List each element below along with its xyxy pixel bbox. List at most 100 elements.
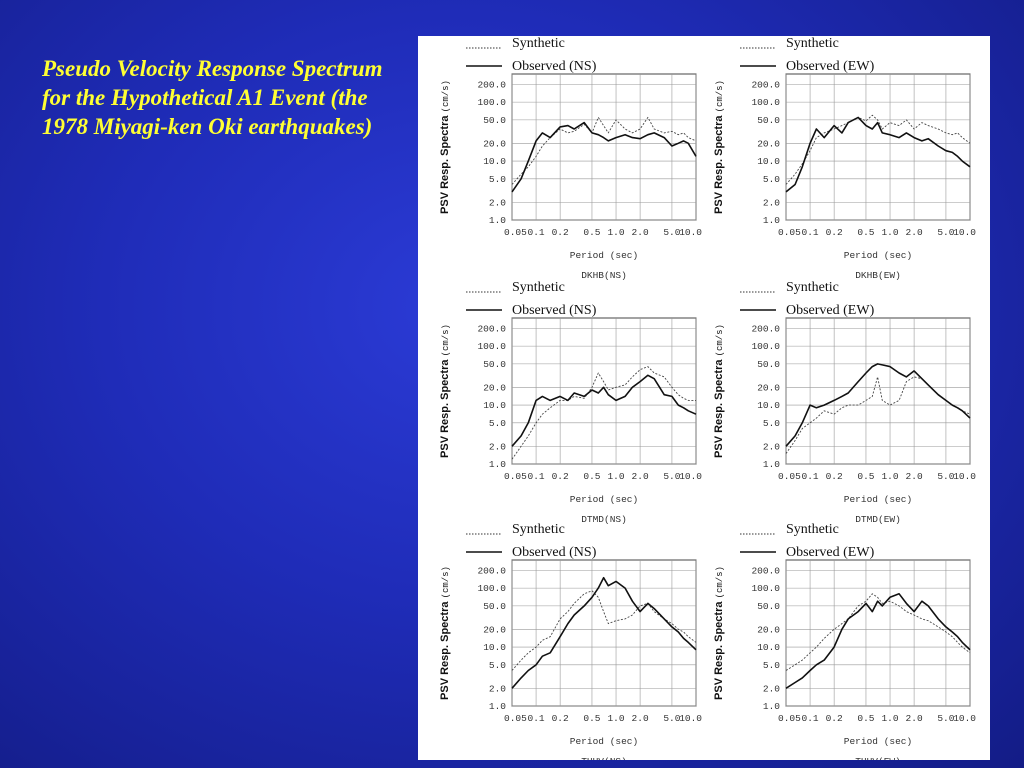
y-tick-label: 200.0 — [477, 323, 506, 334]
y-axis-label-main: PSV Resp. Spectra — [439, 112, 451, 214]
series-observed-line — [785, 592, 971, 689]
x-tick-label: 0.1 — [802, 227, 819, 238]
x-tick-label: 0.05 — [504, 713, 527, 724]
y-axis-label-unit: (cm/s) — [441, 324, 451, 356]
y-axis-label-unit: (cm/s) — [441, 80, 451, 112]
x-tick-label: 0.2 — [826, 471, 843, 482]
x-tick-label: 0.2 — [552, 471, 569, 482]
legend-observed-label: Observed (NS) — [512, 303, 597, 318]
series-synthetic-line — [785, 114, 971, 185]
y-tick-label: 1.0 — [763, 459, 780, 470]
x-tick-label: 0.05 — [778, 471, 801, 482]
y-tick-label: 100.0 — [477, 97, 506, 108]
x-tick-label: 10.0 — [953, 471, 976, 482]
y-tick-label: 5.0 — [763, 660, 780, 671]
y-tick-label: 2.0 — [489, 441, 506, 452]
y-tick-label: 10.0 — [757, 400, 780, 411]
x-tick-label: 0.2 — [552, 227, 569, 238]
station-label: DTMD(EW) — [855, 514, 901, 525]
y-tick-label: 200.0 — [477, 565, 506, 576]
x-tick-label: 1.0 — [881, 471, 898, 482]
plot-frame — [511, 559, 697, 707]
y-axis-label-main: PSV Resp. Spectra — [713, 356, 725, 458]
y-tick-label: 50.0 — [483, 601, 506, 612]
legend-synthetic-label: Synthetic — [512, 522, 565, 537]
y-tick-label: 1.0 — [489, 701, 506, 712]
x-axis-label: Period (sec) — [570, 736, 638, 747]
x-axis-label: Period (sec) — [844, 250, 912, 261]
legend-synthetic-label: Synthetic — [786, 36, 839, 51]
y-axis-label-unit: (cm/s) — [715, 324, 725, 356]
x-tick-label: 5.0 — [937, 471, 954, 482]
y-tick-label: 50.0 — [757, 601, 780, 612]
y-tick-label: 5.0 — [763, 174, 780, 185]
legend-synthetic-label: Synthetic — [786, 522, 839, 537]
y-tick-label: 2.0 — [763, 683, 780, 694]
x-tick-label: 10.0 — [679, 713, 702, 724]
station-label: DKHB(EW) — [855, 270, 901, 281]
y-axis-label: PSV Resp. Spectra (cm/s) — [439, 80, 451, 214]
x-tick-label: 2.0 — [632, 713, 649, 724]
y-tick-label: 50.0 — [483, 115, 506, 126]
x-tick-label: 5.0 — [937, 227, 954, 238]
plot-frame — [785, 559, 971, 707]
x-tick-label: 1.0 — [881, 713, 898, 724]
legend-synthetic-label: Synthetic — [512, 280, 565, 295]
y-tick-label: 10.0 — [483, 400, 506, 411]
y-axis-label: PSV Resp. Spectra (cm/s) — [439, 566, 451, 700]
x-axis-label: Period (sec) — [844, 494, 912, 505]
x-tick-label: 0.2 — [552, 713, 569, 724]
x-tick-label: 10.0 — [953, 227, 976, 238]
legend-observed-label: Observed (EW) — [786, 303, 875, 318]
y-axis-label-unit: (cm/s) — [715, 80, 725, 112]
y-tick-label: 100.0 — [751, 97, 780, 108]
y-tick-label: 200.0 — [751, 323, 780, 334]
x-tick-label: 2.0 — [632, 471, 649, 482]
plot-frame — [511, 317, 697, 465]
series-synthetic-line — [511, 116, 697, 185]
y-tick-label: 10.0 — [757, 156, 780, 167]
x-tick-label: 0.05 — [504, 227, 527, 238]
y-tick-label: 20.0 — [483, 382, 506, 393]
y-axis-label: PSV Resp. Spectra (cm/s) — [439, 324, 451, 458]
y-tick-label: 100.0 — [751, 583, 780, 594]
y-tick-label: 100.0 — [477, 583, 506, 594]
y-tick-label: 100.0 — [751, 341, 780, 352]
y-tick-label: 20.0 — [483, 624, 506, 635]
x-tick-label: 10.0 — [953, 713, 976, 724]
station-label: THUV(NS) — [581, 756, 627, 760]
series-observed-line — [511, 121, 697, 193]
x-tick-label: 5.0 — [663, 471, 680, 482]
x-tick-label: 0.5 — [857, 227, 874, 238]
x-tick-label: 1.0 — [607, 471, 624, 482]
x-axis-label: Period (sec) — [570, 494, 638, 505]
x-tick-label: 1.0 — [607, 227, 624, 238]
y-axis-label-main: PSV Resp. Spectra — [439, 598, 451, 700]
y-tick-label: 5.0 — [489, 174, 506, 185]
x-tick-label: 2.0 — [906, 227, 923, 238]
y-tick-label: 10.0 — [483, 156, 506, 167]
x-tick-label: 2.0 — [632, 227, 649, 238]
y-tick-label: 2.0 — [763, 197, 780, 208]
y-tick-label: 20.0 — [757, 382, 780, 393]
x-tick-label: 0.1 — [802, 471, 819, 482]
series-synthetic-line — [511, 590, 697, 671]
y-tick-label: 20.0 — [757, 624, 780, 635]
legend-observed-label: Observed (EW) — [786, 59, 875, 74]
legend-synthetic-label: Synthetic — [512, 36, 565, 51]
y-axis-label: PSV Resp. Spectra (cm/s) — [713, 324, 725, 458]
legend-observed-label: Observed (NS) — [512, 59, 597, 74]
y-tick-label: 20.0 — [757, 138, 780, 149]
x-tick-label: 10.0 — [679, 227, 702, 238]
y-tick-label: 50.0 — [483, 359, 506, 370]
x-tick-label: 0.05 — [778, 227, 801, 238]
x-tick-label: 0.5 — [857, 713, 874, 724]
series-synthetic-line — [785, 376, 971, 454]
series-synthetic-line — [785, 593, 971, 671]
series-observed-line — [511, 576, 697, 689]
